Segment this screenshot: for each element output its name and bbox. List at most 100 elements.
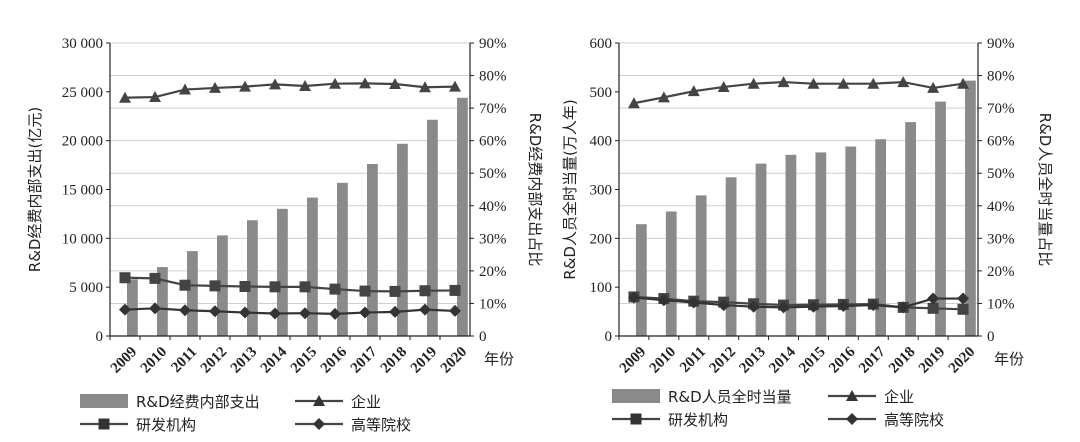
y-tick-label: 600	[590, 36, 613, 52]
data-point	[299, 79, 311, 91]
data-point	[957, 77, 970, 89]
data-point	[119, 272, 131, 284]
y-tick-label: 20 000	[62, 134, 103, 150]
y2-axis-title: R&D经费内部支出占比	[526, 113, 544, 267]
y-tick-label: 200	[590, 231, 613, 247]
data-point	[149, 91, 161, 103]
legend-item: 高等院校	[295, 416, 411, 434]
y-axis-title: R&D经费内部支出(亿元)	[26, 107, 44, 272]
series-line	[124, 82, 456, 99]
data-point	[389, 285, 401, 297]
data-point	[269, 78, 281, 90]
data-point	[777, 301, 790, 314]
legend-marker	[846, 413, 858, 425]
x-tick-label: 2012	[706, 344, 739, 377]
legend-marker	[313, 395, 325, 406]
bar	[695, 195, 707, 336]
legend-label: 高等院校	[884, 411, 944, 429]
legend-marker	[98, 418, 110, 430]
y2-tick-label: 50%	[987, 166, 1015, 182]
y2-tick-label: 70%	[987, 101, 1015, 117]
y2-tick-label: 20%	[479, 264, 507, 280]
x-tick-label: 2015	[288, 344, 321, 377]
x-tick-label: 2010	[138, 344, 171, 377]
data-point	[927, 292, 940, 305]
bar	[845, 146, 857, 336]
bar	[307, 197, 318, 336]
y2-tick-label: 80%	[479, 69, 507, 85]
data-point	[927, 302, 939, 314]
bar	[457, 97, 468, 336]
data-point	[627, 291, 640, 304]
y2-tick-label: 0	[479, 329, 487, 345]
chart-2: 0 100 200 300 400 500 600 0 10% 20% 30% 40% 50% 60% 70…	[561, 36, 1054, 429]
data-point	[149, 272, 161, 284]
data-point	[359, 77, 371, 89]
y-tick-label: 10 000	[62, 231, 103, 247]
bar	[277, 208, 288, 336]
x-tick-label: 2019	[916, 344, 949, 377]
y2-tick-label: 90%	[479, 36, 507, 52]
data-point	[149, 302, 161, 315]
data-point	[239, 80, 251, 92]
x-tick-label: 2012	[198, 344, 231, 377]
bar-series	[127, 97, 468, 337]
data-point	[209, 81, 221, 93]
y2-tick-label: 60%	[479, 134, 507, 150]
data-point	[179, 304, 191, 317]
legend-item: 研发机构	[80, 416, 196, 434]
data-point	[837, 77, 850, 89]
y-tick-label: 300	[590, 183, 613, 199]
x-tick-label: 2009	[617, 344, 650, 377]
data-point	[209, 305, 221, 318]
y2-tick-label: 10%	[987, 296, 1015, 312]
legend-label: 高等院校	[351, 416, 411, 434]
chart-1: 0 5 000 10 000 15 000 20 000 25 000 30 000 0 10%…	[26, 36, 544, 434]
line-series-triangle	[627, 76, 970, 109]
legend-item: 企业	[828, 388, 914, 406]
bar	[785, 154, 797, 336]
data-point	[897, 76, 910, 88]
data-point	[449, 284, 461, 296]
data-point	[239, 281, 251, 293]
y-tick-label: 400	[590, 134, 613, 150]
bar	[905, 122, 916, 336]
data-point	[359, 285, 371, 297]
legend-item: R&D经费内部支出	[80, 393, 260, 411]
x-tick-label: 2018	[378, 344, 411, 377]
y2-tick-label: 70%	[479, 101, 507, 117]
legend-item: 研发机构	[612, 411, 728, 429]
y2-tick-label: 30%	[987, 231, 1015, 247]
x-tick-label: 2011	[677, 344, 709, 376]
y-tick-label: 0	[96, 329, 104, 345]
data-point	[239, 306, 251, 319]
data-point	[179, 83, 191, 95]
gridlines	[110, 42, 470, 304]
bar	[367, 164, 378, 336]
legend-item: 高等院校	[828, 411, 944, 429]
x-tick-label: 2019	[408, 344, 441, 377]
series-line	[633, 80, 964, 105]
y2-tick-label: 80%	[987, 69, 1015, 85]
y-tick-label: 15 000	[62, 183, 103, 199]
bar	[247, 220, 258, 336]
data-point	[269, 307, 281, 320]
y-axis-title: R&D人员全时当量(万人年)	[561, 99, 579, 279]
data-point	[419, 81, 431, 93]
data-point	[329, 77, 341, 89]
y-tick-label: 0	[605, 329, 613, 345]
y-tick-label: 100	[590, 280, 613, 296]
data-point	[329, 307, 341, 320]
legend-marker	[313, 418, 325, 430]
data-point	[389, 78, 401, 90]
data-point	[717, 80, 730, 92]
x-tick-label: 2020	[946, 344, 979, 377]
line-series-triangle	[119, 77, 461, 103]
bar	[635, 224, 647, 336]
data-point	[747, 300, 760, 313]
bar	[337, 182, 348, 336]
x-tick-label: 2013	[228, 344, 261, 377]
data-point	[957, 292, 970, 305]
legend-label: 研发机构	[136, 416, 196, 434]
